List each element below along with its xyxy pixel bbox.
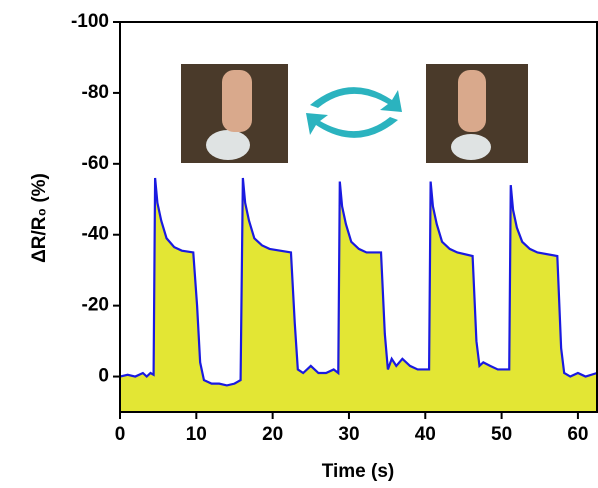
y-tick-label: -20 — [82, 295, 109, 316]
photo-object — [206, 130, 250, 160]
y-tick-label: -80 — [82, 82, 109, 103]
x-tick-label: 10 — [186, 424, 207, 445]
x-tick-label: 50 — [491, 424, 512, 445]
x-tick-label: 0 — [115, 424, 126, 445]
inset-photos — [181, 64, 528, 163]
y-tick-label: -100 — [71, 11, 109, 32]
x-tick-label: 20 — [262, 424, 283, 445]
plot-area — [120, 178, 597, 412]
arrow — [306, 113, 398, 138]
arrow — [310, 87, 402, 112]
photo-finger — [458, 70, 486, 132]
x-tick-label: 30 — [338, 424, 359, 445]
chart: Time (s) ΔR/R₀ (%) -100 -80 -60 -40 -20 0 0 10 2… — [0, 0, 598, 488]
photo-object — [451, 134, 491, 160]
photo-finger — [222, 70, 252, 132]
x-tick-label: 60 — [567, 424, 588, 445]
area-fill — [120, 178, 597, 412]
y-tick-label: -60 — [82, 153, 109, 174]
y-axis-label: ΔR/R₀ (%) — [29, 173, 50, 263]
x-axis-label: Time (s) — [322, 461, 395, 482]
x-tick-label: 40 — [415, 424, 436, 445]
y-tick-label: 0 — [98, 366, 109, 387]
y-tick-label: -40 — [82, 224, 109, 245]
